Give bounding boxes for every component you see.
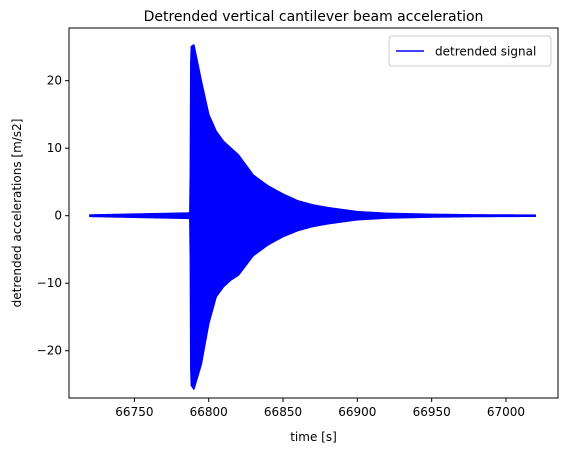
legend-box	[388, 35, 552, 67]
x-axis-label: time [s]	[290, 430, 337, 444]
x-tick-label: 66950	[413, 405, 451, 419]
plot-area	[89, 44, 537, 390]
y-tick-label: −20	[37, 344, 62, 358]
axes-frame	[68, 27, 559, 399]
x-axis-ticks: 66750 66800 66850 66900 66950 67000	[115, 398, 525, 419]
x-tick-label: 67000	[487, 405, 525, 419]
x-tick-label: 66750	[115, 405, 153, 419]
y-axis-ticks: −20 −10 0 10 20	[37, 74, 69, 358]
y-tick-label: −10	[37, 276, 62, 290]
y-axis-label: detrended accelerations [m/s2]	[10, 119, 24, 308]
chart-title: Detrended vertical cantilever beam accel…	[144, 9, 484, 25]
legend: detrended signal	[388, 35, 552, 67]
x-tick-label: 66900	[338, 405, 376, 419]
legend-label-detrended-signal: detrended signal	[435, 45, 536, 59]
x-tick-label: 66850	[264, 405, 302, 419]
y-tick-label: 10	[47, 141, 62, 155]
y-tick-label: 20	[47, 74, 62, 88]
series-detrended-signal	[89, 44, 537, 390]
x-tick-label: 66800	[190, 405, 228, 419]
y-tick-label: 0	[54, 209, 62, 223]
